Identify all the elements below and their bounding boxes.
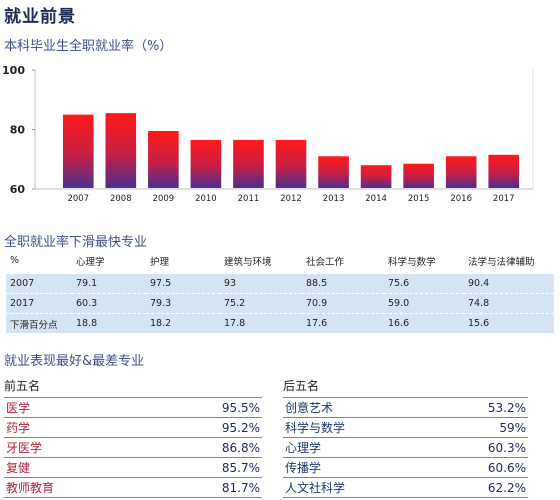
employment-rate: 86.8%: [221, 440, 260, 455]
employment-rate: 85.7%: [221, 460, 260, 475]
x-tick-label: 2012: [280, 194, 302, 204]
ranking-title: 就业表现最好&最差专业: [4, 354, 145, 369]
y-tick-label: 60: [10, 183, 26, 196]
table-header-cell: 护理: [150, 256, 170, 268]
employment-rate: 59%: [499, 420, 526, 435]
x-tick-label: 2013: [323, 194, 345, 204]
page-title: 就业前景: [4, 7, 76, 27]
bar: [105, 113, 137, 188]
x-tick-label: 2017: [493, 194, 515, 204]
table-cell: 88.5: [302, 273, 384, 294]
worst-five-list: 创意艺术 53.2% 科学与数学 59% 心理学 60.3% 传播学 60.6%…: [283, 397, 528, 498]
bar: [360, 165, 392, 188]
table-cell: 15.6: [464, 313, 554, 333]
major-name: 人文社科学: [285, 481, 346, 495]
list-item: 创意艺术 53.2%: [283, 397, 528, 418]
table-cell: 17.6: [302, 313, 384, 333]
bar: [62, 114, 94, 188]
chart-title: 本科毕业生全职就业率（%）: [4, 39, 173, 54]
table-header-cell: 建筑与环境: [224, 256, 272, 268]
list-item: 药学 95.2%: [4, 418, 262, 438]
table-row: 2007 79.1 97.5 93 88.5 75.6 90.4: [6, 273, 554, 294]
bar: [148, 130, 179, 188]
y-tick-label: 80: [10, 124, 26, 137]
list-item: 牙医学 86.8%: [4, 438, 262, 458]
table-header-cell: 法学与法律辅助: [468, 256, 535, 268]
table-cell: 70.9: [302, 293, 384, 314]
bar: [318, 156, 349, 188]
major-name: 医学: [6, 401, 31, 415]
bar: [445, 156, 477, 188]
table-cell: 75.6: [384, 273, 464, 294]
bar-chart: 60 80 100 2007 2008 2009 2010 2011 2012 2013 2014…: [2, 64, 534, 204]
bar: [233, 139, 264, 188]
list-item: 复健 85.7%: [4, 458, 262, 478]
x-tick-label: 2008: [110, 194, 132, 204]
table-header-cell: 社会工作: [306, 256, 345, 268]
employment-rate: 60.3%: [487, 440, 526, 455]
table-cell: 18.2: [146, 313, 220, 333]
bar: [190, 139, 222, 188]
table-cell: 下滑百分点: [6, 313, 72, 333]
table-title: 全职就业率下滑最快专业: [4, 235, 148, 250]
employment-rate: 53.2%: [487, 400, 526, 415]
major-name: 创意艺术: [285, 401, 334, 415]
list-item: 科学与数学 59%: [283, 418, 528, 438]
list-item: 心理学 60.3%: [283, 438, 528, 458]
x-tick-label: 2011: [238, 194, 260, 204]
major-name: 心理学: [285, 441, 322, 455]
x-tick-label: 2014: [365, 194, 387, 204]
table-row: 下滑百分点 18.8 18.2 17.8 17.6 16.6 15.6: [6, 313, 554, 333]
best-five-list: 医学 95.5% 药学 95.2% 牙医学 86.8% 复健 85.7% 教师教…: [4, 397, 262, 498]
employment-rate: 81.7%: [221, 480, 260, 495]
list-item: 教师教育 81.7%: [4, 478, 262, 498]
x-tick-label: 2007: [67, 194, 89, 204]
table-cell: 93: [220, 273, 302, 294]
table-header-row: % 心理学 护理 建筑与环境 社会工作 科学与数学 法学与法律辅助: [6, 251, 554, 270]
x-tick-label: 2016: [450, 194, 472, 204]
list-item: 传播学 60.6%: [283, 458, 528, 478]
employment-rate: 95.2%: [221, 420, 260, 435]
bar: [488, 154, 520, 188]
table-cell: 18.8: [72, 313, 146, 333]
major-name: 药学: [6, 421, 31, 435]
employment-rate: 60.6%: [487, 460, 526, 475]
major-name: 传播学: [285, 461, 322, 475]
list-item: 医学 95.5%: [4, 397, 262, 418]
major-name: 复健: [6, 461, 31, 475]
employment-rate: 95.5%: [221, 400, 260, 415]
x-tick-label: 2010: [195, 194, 217, 204]
table-header-cell: 科学与数学: [388, 256, 436, 268]
decline-table: % 心理学 护理 建筑与环境 社会工作 科学与数学 法学与法律辅助 2007 7…: [6, 251, 554, 333]
table-cell: 79.1: [72, 273, 146, 294]
x-tick-label: 2015: [408, 194, 430, 204]
table-header-cell: 心理学: [76, 256, 105, 268]
table-cell: 90.4: [464, 273, 554, 294]
x-tick-label: 2009: [153, 194, 175, 204]
table-cell: 97.5: [146, 273, 220, 294]
bar: [403, 163, 434, 188]
list-item: 人文社科学 62.2%: [283, 478, 528, 498]
table-cell: 2017: [6, 293, 72, 314]
best-five-label: 前五名: [4, 379, 41, 393]
employment-rate: 62.2%: [487, 480, 526, 495]
table-cell: 17.8: [220, 313, 302, 333]
table-header-cell: %: [10, 255, 20, 266]
worst-five-label: 后五名: [283, 379, 320, 393]
major-name: 科学与数学: [285, 421, 346, 435]
table-cell: 16.6: [384, 313, 464, 333]
table-cell: 75.2: [220, 293, 302, 314]
table-cell: 79.3: [146, 293, 220, 314]
table-cell: 60.3: [72, 293, 146, 314]
table-cell: 2007: [6, 273, 72, 294]
table-row: 2017 60.3 79.3 75.2 70.9 59.0 74.8: [6, 293, 554, 314]
y-tick-label: 100: [2, 64, 25, 77]
major-name: 教师教育: [6, 481, 55, 495]
table-cell: 59.0: [384, 293, 464, 314]
table-cell: 74.8: [464, 293, 554, 314]
bar: [275, 139, 307, 188]
major-name: 牙医学: [6, 441, 43, 455]
